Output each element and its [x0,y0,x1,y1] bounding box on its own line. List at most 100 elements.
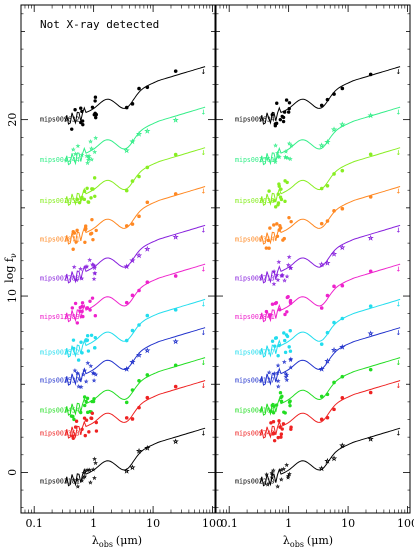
data-point: ☆ [280,272,284,279]
y-tick-label: 10 [6,289,19,303]
series-mips004244: ☆☆ ☆☆☆☆☆☆☆☆☆☆☆☆☆☆☆ ☆☆↓ [64,106,206,167]
data-point: ☆ [79,383,83,390]
data-point [278,425,282,429]
data-point: ☆ [289,356,293,363]
data-point [130,388,135,392]
data-point [94,429,99,433]
model-curve [64,186,206,245]
data-point: ☆ [94,371,98,378]
data-point: ☆ [88,467,92,474]
data-point [325,97,330,102]
source-label: mips004244 [40,156,80,164]
data-point: ☆ [325,137,330,146]
upper-limit-arrow: ↓ [201,187,206,197]
upper-limit-arrow: ↓ [396,148,401,158]
data-point [80,304,84,309]
data-point: ☆ [340,243,345,252]
data-point: ☆ [93,263,97,270]
data-point [282,331,286,335]
data-point [84,226,88,231]
data-point [75,197,79,201]
source-label: mips001652 [40,197,80,205]
data-point [71,338,76,342]
series-mips003561: ☆☆☆☆ ☆☆ ☆☆☆☆☆☆☆☆☆ ☆☆☆☆ ↓ [259,106,401,166]
data-point [130,293,135,298]
data-point [277,182,281,186]
data-point [286,295,290,299]
data-point: ☆ [325,356,330,365]
data-point: ☆ [276,276,280,283]
data-point: ☆ [93,264,97,271]
data-point [319,306,324,310]
data-point [280,427,284,431]
chart-title: Not X-ray detected [40,18,159,31]
data-point [279,197,284,202]
data-point: ☆ [77,383,81,390]
data-point: ☆ [319,463,324,472]
data-point: ☆ [173,115,178,124]
data-point: ☆ [368,329,373,338]
data-point: ☆ [91,466,95,473]
data-point [124,188,129,193]
data-point: ☆ [72,146,76,153]
data-point [368,195,373,199]
data-point [273,205,278,209]
data-point [84,399,88,404]
data-point: ☆ [285,461,289,468]
data-point: ☆ [92,275,96,282]
data-point: ☆ [280,476,284,483]
data-point [85,333,90,338]
data-point: ☆ [80,151,84,158]
model-curve [64,427,206,487]
data-point: ☆ [173,232,178,241]
source-label: mips004127 [235,377,275,385]
model-curve [64,380,206,439]
data-point: ☆ [332,345,337,354]
data-point [276,435,280,440]
data-point [90,105,95,109]
data-point [90,217,94,222]
data-point: ☆ [276,149,280,156]
data-point [281,422,286,426]
data-point: ☆ [76,142,80,149]
data-point [319,186,324,191]
data-point: ☆ [286,154,290,161]
data-point: ☆ [130,137,135,146]
upper-limit-arrow: ↓ [396,381,401,391]
plot-frames [20,4,411,514]
data-point: ☆ [72,264,76,271]
data-point: ☆ [78,376,82,383]
source-label: mips013589 [40,313,80,321]
data-point [281,115,286,120]
data-point [288,403,292,408]
data-point [173,69,178,73]
x-axis-symbol-left: λ [92,534,99,547]
series-mips003532: ↓ [64,298,206,362]
data-point [75,228,79,233]
data-point [319,417,324,422]
data-point [325,392,330,397]
data-point [94,420,99,425]
model-curve [259,186,401,245]
data-point: ☆ [265,471,269,478]
data-point: ☆ [145,126,150,135]
data-point: ☆ [84,378,88,385]
data-point [92,176,97,180]
data-point [278,391,283,395]
data-point: ☆ [284,153,288,160]
data-point [319,342,324,346]
data-point [137,174,141,179]
data-point: ☆ [273,159,277,166]
data-point [288,349,293,353]
model-curve [64,224,206,284]
x-tick-label: 100 [202,517,223,530]
data-point [319,394,324,399]
data-point [88,299,92,303]
data-point [94,228,98,233]
data-point: ☆ [87,153,91,160]
data-point [137,323,141,327]
series-mips001652: ↓ [64,147,206,207]
data-point [80,109,84,114]
data-point [82,189,87,193]
data-point [269,409,273,413]
